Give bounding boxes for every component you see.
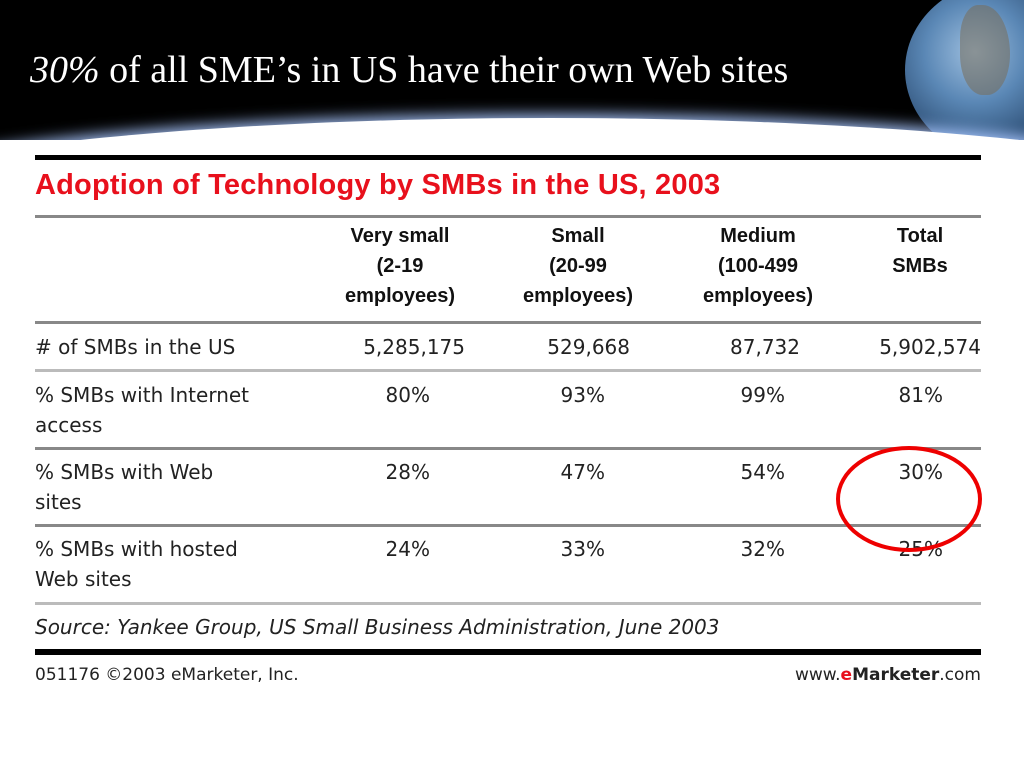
slide-header-banner: 30% of all SME’s in US have their own We… xyxy=(0,0,1024,140)
cell-count-very-small: 5,285,175 xyxy=(363,335,465,359)
highlight-circle xyxy=(836,446,982,552)
header-line: Small xyxy=(551,225,605,247)
header-line: employees) xyxy=(344,285,456,307)
slide-title-text: of all SME’s in US have their own Web si… xyxy=(99,49,789,91)
title-rule xyxy=(35,215,981,218)
cell-count-medium: 87,732 xyxy=(730,335,800,359)
header-line: (20-99 xyxy=(549,255,607,277)
cell-web-very-small: 28% xyxy=(385,460,430,484)
row-rule xyxy=(35,369,981,372)
row-label-line: sites xyxy=(35,490,82,514)
cell-web-small: 47% xyxy=(560,460,605,484)
header-line: employees) xyxy=(522,285,634,307)
cell-internet-small: 93% xyxy=(560,383,605,407)
header-rule xyxy=(35,321,981,324)
header-line: (100-499 xyxy=(717,255,799,277)
source-note: Source: Yankee Group, US Small Business … xyxy=(35,615,720,639)
cell-hosted-medium: 32% xyxy=(740,537,785,561)
globe-landmass xyxy=(960,5,1010,95)
row-label-line: Web sites xyxy=(35,567,132,591)
row-rule xyxy=(35,447,981,450)
slide-title: 30% of all SME’s in US have their own We… xyxy=(30,48,788,92)
cell-count-total: 5,902,574 xyxy=(879,335,981,359)
row-label-internet: % SMBs with Internet access xyxy=(35,380,249,440)
row-label-hosted: % SMBs with hosted Web sites xyxy=(35,534,238,594)
row-label-line: % SMBs with Internet xyxy=(35,383,250,407)
url-brand-e: e xyxy=(840,665,853,685)
earth-horizon xyxy=(0,118,1024,140)
cell-count-small: 529,668 xyxy=(547,335,630,359)
cell-hosted-very-small: 24% xyxy=(385,537,430,561)
technology-adoption-table: Adoption of Technology by SMBs in the US… xyxy=(35,155,981,695)
column-header-medium: Medium (100-499 employees) xyxy=(673,221,843,311)
url-prefix: www. xyxy=(794,665,841,685)
column-header-total: Total SMBs xyxy=(860,221,980,281)
copyright-note: 051176 ©2003 eMarketer, Inc. xyxy=(35,665,299,685)
cell-internet-medium: 99% xyxy=(740,383,785,407)
row-rule xyxy=(35,524,981,527)
row-label-line: access xyxy=(35,413,103,437)
header-line: Total xyxy=(896,225,944,247)
table-title: Adoption of Technology by SMBs in the US… xyxy=(35,169,721,201)
row-rule xyxy=(35,602,981,605)
url-brand: Marketer xyxy=(852,665,940,685)
header-line: (2-19 xyxy=(376,255,424,277)
row-label-count: # of SMBs in the US xyxy=(35,335,236,359)
cell-hosted-small: 33% xyxy=(560,537,605,561)
header-line: employees) xyxy=(702,285,814,307)
emarketer-url: www.eMarketer.com xyxy=(795,665,981,685)
top-rule xyxy=(35,155,981,160)
header-line: SMBs xyxy=(892,255,948,277)
row-label-line: % SMBs with Web xyxy=(35,460,214,484)
cell-internet-total: 81% xyxy=(898,383,943,407)
row-label-line: % SMBs with hosted xyxy=(35,537,238,561)
bottom-rule xyxy=(35,649,981,655)
url-suffix: .com xyxy=(939,665,981,685)
cell-web-medium: 54% xyxy=(740,460,785,484)
header-line: Very small xyxy=(350,225,450,247)
row-label-web-sites: % SMBs with Web sites xyxy=(35,457,213,517)
cell-internet-very-small: 80% xyxy=(385,383,430,407)
column-header-small: Small (20-99 employees) xyxy=(493,221,663,311)
slide-title-highlight: 30% xyxy=(30,49,100,91)
header-line: Medium xyxy=(720,225,796,247)
column-header-very-small: Very small (2-19 employees) xyxy=(310,221,490,311)
